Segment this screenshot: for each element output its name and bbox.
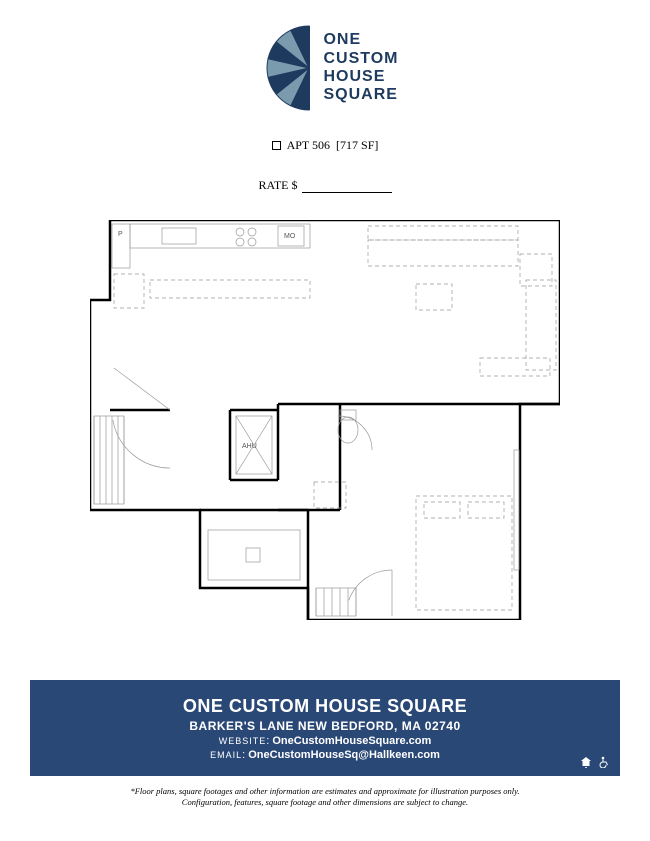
page: ONE CUSTOM HOUSE SQUARE APT 506 [717 SF]… bbox=[0, 0, 650, 841]
footer-bar: ONE CUSTOM HOUSE SQUARE BARKER'S LANE NE… bbox=[30, 680, 620, 776]
disclaimer-line-1: *Floor plans, square footages and other … bbox=[0, 786, 650, 797]
logo-text: ONE CUSTOM HOUSE SQUARE bbox=[323, 31, 398, 105]
header-block: APT 506 [717 SF] RATE $ bbox=[0, 138, 650, 193]
svg-text:P: P bbox=[118, 231, 123, 238]
footer-website-label: WEBSITE bbox=[219, 736, 267, 746]
rate-label: RATE $ bbox=[259, 178, 298, 193]
footer-website: WEBSITE: OneCustomHouseSquare.com bbox=[219, 735, 432, 747]
footer-address: BARKER'S LANE NEW BEDFORD, MA 02740 bbox=[189, 719, 460, 733]
footer-email: EMAIL: OneCustomHouseSq@Hallkeen.com bbox=[210, 749, 440, 761]
footer-icons bbox=[580, 756, 610, 768]
equal-housing-icon bbox=[580, 756, 592, 768]
apt-line: APT 506 [717 SF] bbox=[272, 138, 379, 153]
checkbox-icon bbox=[272, 141, 281, 150]
footer-email-label: EMAIL bbox=[210, 750, 242, 760]
apt-label: APT 506 bbox=[287, 138, 330, 153]
footer-website-value: OneCustomHouseSquare.com bbox=[272, 735, 431, 747]
logo-line-1: ONE bbox=[323, 31, 398, 49]
floorplan: P MO AHU bbox=[90, 220, 560, 620]
disclaimer-line-2: Configuration, features, square footage … bbox=[0, 797, 650, 808]
svg-text:AHU: AHU bbox=[242, 443, 257, 450]
logo-line-2: CUSTOM bbox=[323, 50, 398, 68]
logo-line-3: HOUSE bbox=[323, 68, 398, 86]
apt-sqft: [717 SF] bbox=[336, 138, 378, 153]
floorplan-svg: P MO AHU bbox=[90, 220, 560, 620]
logo: ONE CUSTOM HOUSE SQUARE bbox=[0, 24, 650, 112]
footer-email-value: OneCustomHouseSq@Hallkeen.com bbox=[248, 749, 440, 761]
logo-fan-icon bbox=[251, 24, 313, 112]
rate-line: RATE $ bbox=[259, 178, 392, 193]
footer-title: ONE CUSTOM HOUSE SQUARE bbox=[183, 696, 467, 717]
accessibility-icon bbox=[598, 756, 610, 768]
svg-text:MO: MO bbox=[284, 233, 296, 240]
logo-line-4: SQUARE bbox=[323, 86, 398, 104]
disclaimer: *Floor plans, square footages and other … bbox=[0, 786, 650, 808]
rate-blank bbox=[302, 192, 392, 193]
